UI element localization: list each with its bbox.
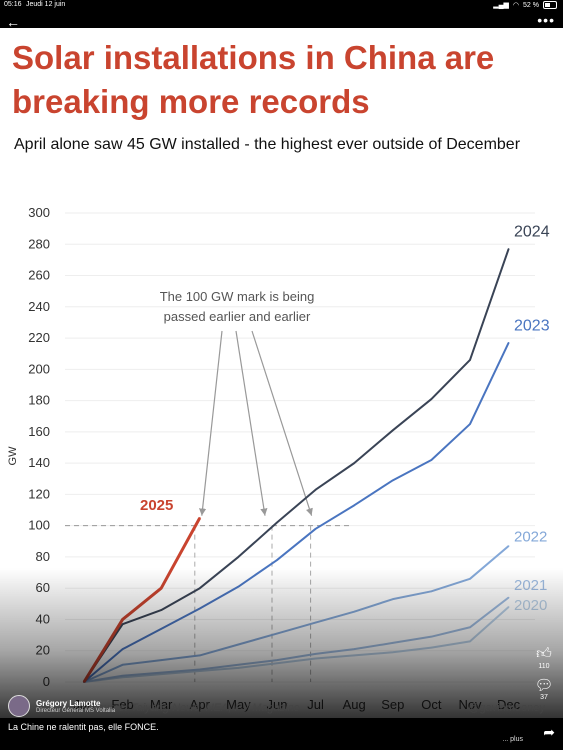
author-block[interactable]: Grégory Lamotte Directeur Général MS Vol…	[8, 695, 115, 717]
data-point-2024	[392, 429, 394, 432]
data-point-2024	[353, 462, 356, 464]
data-point-2024	[469, 359, 471, 361]
like-icon[interactable]: 👍︎	[536, 645, 552, 662]
data-point-2022	[507, 545, 510, 547]
y-axis-label: GW	[7, 446, 19, 466]
y-tick-label: 140	[28, 455, 50, 470]
y-tick-label: 220	[28, 330, 50, 345]
annotation-line-1: The 100 GW mark is being	[160, 289, 315, 304]
avatar[interactable]	[8, 695, 30, 717]
y-tick-label: 300	[28, 205, 50, 220]
bottom-shade	[0, 568, 563, 718]
signal-icon: ▂▄▆	[493, 2, 509, 9]
data-point-2023	[507, 341, 510, 344]
wifi-icon: ◠	[512, 2, 520, 9]
chart-subtitle: April alone saw 45 GW installed - the hi…	[14, 136, 521, 153]
y-tick-label: 180	[28, 393, 50, 408]
side-actions: 👍︎ 110 💬︎ 37	[531, 645, 557, 707]
author-role: Directeur Général MS Voltalia	[36, 707, 116, 714]
y-tick-label: 120	[28, 486, 50, 501]
y-tick-label: 100	[28, 518, 50, 533]
see-more-link[interactable]: ... plus	[502, 736, 523, 743]
data-point-2023	[276, 559, 278, 561]
more-options-icon[interactable]: •••	[537, 12, 555, 28]
series-label-2024: 2024	[514, 223, 550, 240]
y-tick-label: 280	[28, 236, 50, 251]
author-name[interactable]: Grégory Lamotte	[36, 698, 101, 708]
data-point-2024	[237, 556, 240, 558]
annotation-arrow	[199, 330, 223, 516]
chart-handle: @gavinmooney	[468, 702, 545, 714]
data-point-2024	[430, 398, 433, 400]
data-point-2023	[469, 423, 471, 425]
data-point-2024	[276, 521, 278, 524]
data-point-2024	[507, 248, 510, 250]
share-icon[interactable]: ➦	[543, 724, 555, 740]
data-point-2023	[353, 504, 356, 507]
battery-label: 52 %	[523, 1, 539, 9]
comment-icon[interactable]: 💬︎	[534, 677, 554, 694]
annotation-arrow	[235, 330, 268, 516]
data-point-2023	[314, 527, 317, 530]
data-point-2023	[430, 459, 433, 461]
data-point-2025	[199, 517, 201, 519]
annotation-arrow	[251, 330, 313, 516]
data-point-2023	[392, 479, 394, 482]
status-time: 05:16	[4, 1, 22, 8]
series-label-2023: 2023	[514, 317, 550, 334]
post-caption: La Chine ne ralentit pas, elle FONCE.	[8, 722, 159, 732]
likes-count: 110	[538, 663, 550, 670]
battery-icon	[543, 1, 557, 9]
y-tick-label: 240	[28, 299, 50, 314]
chart-source: Source: Taiyang News, NEA, PV Magazine	[90, 702, 300, 714]
back-arrow-icon[interactable]: ←	[6, 14, 20, 30]
series-label-2022: 2022	[514, 528, 547, 545]
chart-title: Solar installations in China are breakin…	[12, 39, 495, 120]
y-tick-label: 160	[28, 424, 50, 439]
y-tick-label: 260	[28, 268, 50, 283]
y-tick-label: 80	[36, 549, 50, 564]
y-tick-label: 200	[28, 361, 50, 376]
top-bar: ← •••	[0, 12, 563, 32]
post-image[interactable]: Solar installations in China are breakin…	[0, 28, 563, 718]
status-right: ▂▄▆ ◠ 52 %	[493, 1, 557, 9]
comments-count: 37	[540, 694, 548, 701]
series-label-2025: 2025	[140, 497, 173, 514]
annotation-line-2: passed earlier and earlier	[164, 309, 311, 324]
status-date: Jeudi 12 juin	[26, 1, 66, 8]
data-point-2024	[314, 488, 317, 491]
status-bar: 05:16 Jeudi 12 juin ▂▄▆ ◠ 52 %	[0, 0, 563, 12]
